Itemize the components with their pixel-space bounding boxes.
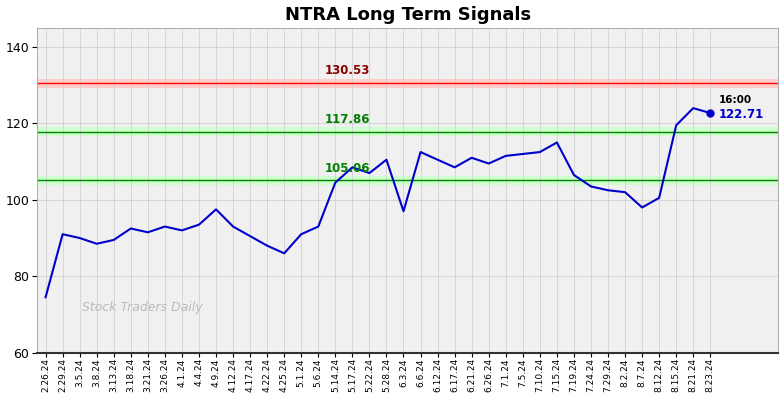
Text: 105.06: 105.06 [325,162,370,175]
Text: 117.86: 117.86 [325,113,370,126]
Bar [37,78,779,88]
Bar [37,176,779,185]
Text: 16:00: 16:00 [719,95,752,105]
Text: Stock Traders Daily: Stock Traders Daily [82,300,202,314]
Title: NTRA Long Term Signals: NTRA Long Term Signals [285,6,531,23]
Bar [37,127,779,136]
Text: 122.71: 122.71 [719,109,764,121]
Text: 130.53: 130.53 [325,64,370,78]
